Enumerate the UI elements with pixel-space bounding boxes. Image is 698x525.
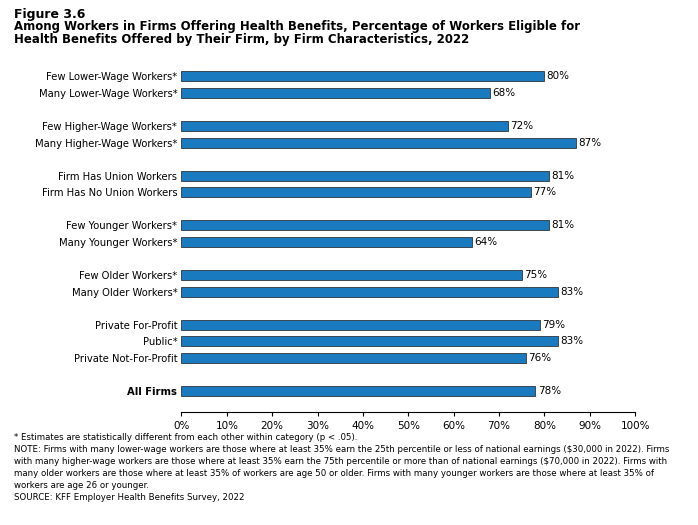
Text: 81%: 81% (551, 171, 574, 181)
Text: Figure 3.6: Figure 3.6 (14, 8, 85, 21)
Text: 64%: 64% (474, 237, 497, 247)
Bar (181, 237, 472, 247)
Bar (181, 187, 531, 197)
Text: many older workers are those where at least 35% of workers are age 50 or older. : many older workers are those where at le… (14, 469, 654, 478)
Bar (181, 270, 522, 280)
Bar (181, 337, 558, 346)
Bar (181, 287, 558, 297)
Bar (181, 71, 544, 81)
Text: Among Workers in Firms Offering Health Benefits, Percentage of Workers Eligible : Among Workers in Firms Offering Health B… (14, 20, 580, 33)
Text: 87%: 87% (579, 138, 602, 148)
Text: 78%: 78% (537, 386, 560, 396)
Bar (181, 88, 490, 98)
Text: Health Benefits Offered by Their Firm, by Firm Characteristics, 2022: Health Benefits Offered by Their Firm, b… (14, 33, 469, 46)
Text: * Estimates are statistically different from each other within category (p < .05: * Estimates are statistically different … (14, 433, 357, 442)
Text: SOURCE: KFF Employer Health Benefits Survey, 2022: SOURCE: KFF Employer Health Benefits Sur… (14, 494, 244, 502)
Text: NOTE: Firms with many lower-wage workers are those where at least 35% earn the 2: NOTE: Firms with many lower-wage workers… (14, 445, 669, 454)
Text: 80%: 80% (547, 71, 570, 81)
Bar (181, 121, 508, 131)
Text: 76%: 76% (528, 353, 551, 363)
Text: workers are age 26 or younger.: workers are age 26 or younger. (14, 481, 149, 490)
Bar (181, 171, 549, 181)
Bar (181, 138, 577, 148)
Bar (181, 353, 526, 363)
Text: 83%: 83% (560, 287, 584, 297)
Bar (181, 320, 540, 330)
Text: 75%: 75% (524, 270, 547, 280)
Text: with many higher-wage workers are those where at least 35% earn the 75th percent: with many higher-wage workers are those … (14, 457, 667, 466)
Text: 79%: 79% (542, 320, 565, 330)
Text: 83%: 83% (560, 336, 584, 346)
Text: 72%: 72% (510, 121, 533, 131)
Text: 68%: 68% (492, 88, 515, 98)
Bar (181, 386, 535, 396)
Text: 77%: 77% (533, 187, 556, 197)
Text: 81%: 81% (551, 220, 574, 230)
Bar (181, 220, 549, 230)
